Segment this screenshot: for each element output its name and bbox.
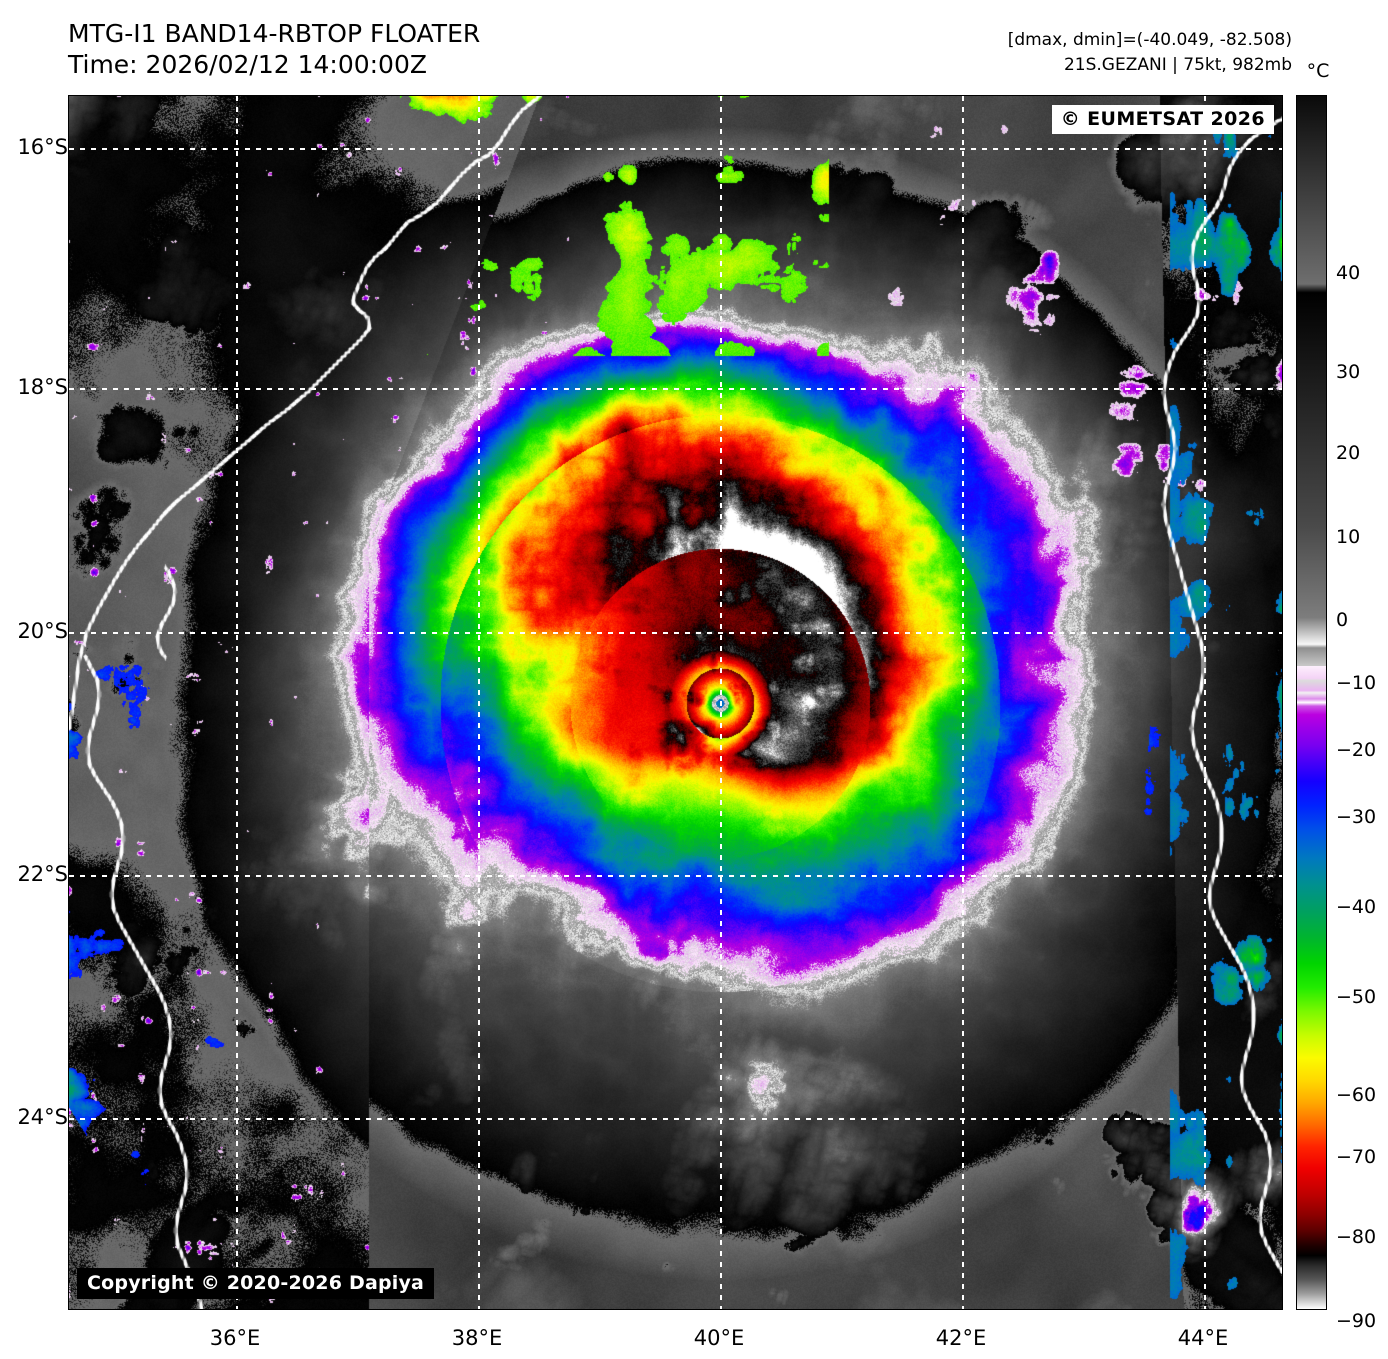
- colorbar-tick--80: −80: [1336, 1226, 1377, 1248]
- metadata-block: [dmax, dmin]=(-40.049, -82.508) 21S.GEZA…: [1008, 28, 1292, 78]
- colorbar-unit-label: °C: [1306, 60, 1330, 82]
- colorbar-tick-20: 20: [1336, 442, 1361, 464]
- colorbar-tick--40: −40: [1336, 896, 1377, 918]
- colorbar-tick--60: −60: [1336, 1084, 1377, 1106]
- colorbar-tick--20: −20: [1336, 739, 1377, 761]
- colorbar-tick-10: 10: [1336, 526, 1361, 548]
- lon-label-40: 40°E: [693, 1326, 745, 1350]
- timestamp-label: Time: 2026/02/12 14:00:00Z: [68, 50, 427, 79]
- storm-info-label: 21S.GEZANI | 75kt, 982mb: [1063, 55, 1292, 75]
- dapiya-copyright-watermark: Copyright © 2020-2026 Dapiya: [77, 1268, 435, 1299]
- lon-label-42: 42°E: [935, 1326, 987, 1350]
- colorbar-tick--50: −50: [1336, 986, 1377, 1008]
- colorbar-tick-30: 30: [1336, 361, 1361, 383]
- eumetsat-watermark: © EUMETSAT 2026: [1051, 105, 1274, 134]
- lat-label--24: 24°S: [17, 1105, 68, 1129]
- lat-label--20: 20°S: [17, 619, 68, 643]
- dmax-dmin-label: [dmax, dmin]=(-40.049, -82.508): [1007, 30, 1292, 50]
- colorbar-tick-0: 0: [1336, 609, 1349, 631]
- lat-label--22: 22°S: [17, 862, 68, 886]
- page-title: MTG-I1 BAND14-RBTOP FLOATER: [68, 19, 481, 48]
- colorbar-tick-40: 40: [1336, 262, 1361, 284]
- lon-label-38: 38°E: [451, 1326, 503, 1350]
- title-block: MTG-I1 BAND14-RBTOP FLOATER Time: 2026/0…: [68, 18, 480, 80]
- colorbar-tick--90: −90: [1336, 1310, 1377, 1332]
- colorbar-tick--70: −70: [1336, 1146, 1377, 1168]
- colorbar-tick--10: −10: [1336, 672, 1377, 694]
- lon-label-44: 44°E: [1177, 1326, 1229, 1350]
- satellite-image-canvas: [69, 96, 1282, 1309]
- lon-label-36: 36°E: [209, 1326, 261, 1350]
- lat-label--16: 16°S: [17, 135, 68, 159]
- lat-label--18: 18°S: [17, 375, 68, 399]
- colorbar: [1296, 95, 1327, 1310]
- satellite-map[interactable]: © EUMETSAT 2026 Copyright © 2020-2026 Da…: [68, 95, 1283, 1310]
- colorbar-gradient: [1297, 96, 1326, 1309]
- colorbar-tick--30: −30: [1336, 806, 1377, 828]
